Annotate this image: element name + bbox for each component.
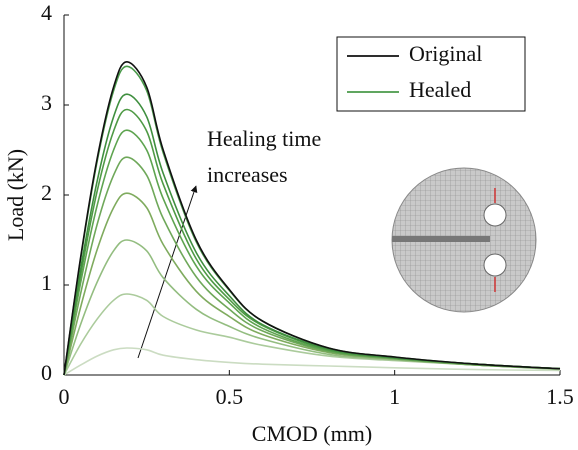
y-tick-label: 0: [41, 360, 52, 385]
annotation: increases: [207, 162, 288, 187]
data-line: [63, 93, 561, 376]
data-line: [63, 156, 561, 376]
data-line: [63, 239, 561, 376]
inset-specimen: [391, 167, 537, 313]
annotation: Healing time: [207, 126, 321, 151]
x-tick-label: 1: [389, 384, 400, 409]
data-line: [63, 60, 561, 376]
x-tick-label: 0: [59, 384, 70, 409]
legend-label: Original: [409, 41, 482, 66]
y-tick-label: 1: [41, 270, 52, 295]
y-tick-label: 4: [41, 0, 52, 25]
legend-box: [336, 36, 526, 112]
y-tick-label: 2: [41, 180, 52, 205]
y-axis-label: Load (kN): [3, 149, 28, 241]
y-tick-label: 3: [41, 90, 52, 115]
x-axis-label: CMOD (mm): [252, 421, 372, 446]
legend-label: Healed: [409, 77, 471, 102]
annotation-arrow: [137, 185, 198, 359]
data-line: [63, 293, 561, 376]
x-tick-label: 0.5: [216, 384, 244, 409]
data-line: [63, 347, 561, 376]
x-tick-label: 1.5: [546, 384, 574, 409]
